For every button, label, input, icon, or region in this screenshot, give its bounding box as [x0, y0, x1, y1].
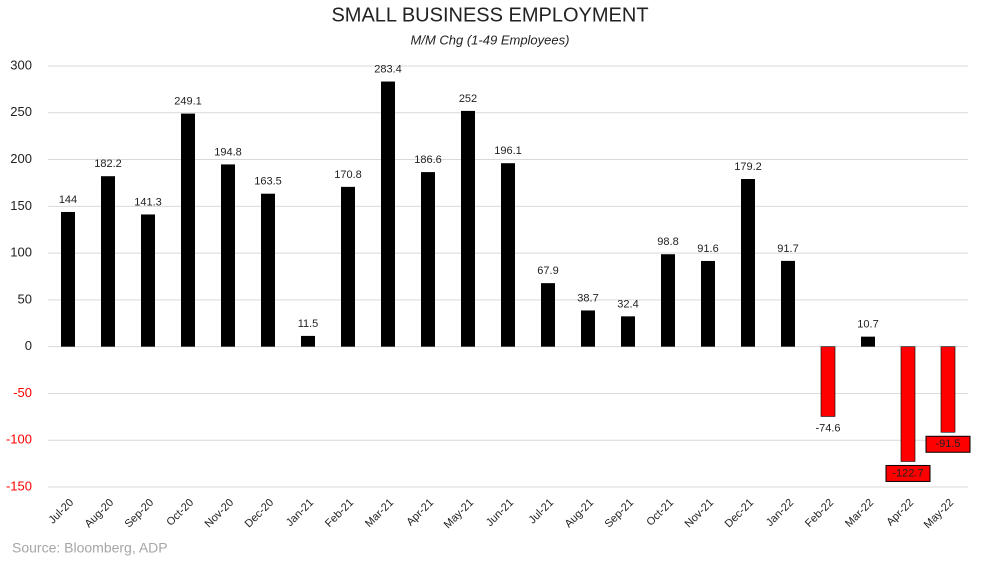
x-tick-label: Aug-21: [563, 497, 597, 531]
value-label: 194.8: [214, 146, 242, 158]
y-tick-label: 100: [10, 245, 32, 260]
x-tick-label: Nov-21: [683, 497, 717, 531]
bar: [621, 316, 635, 347]
x-tick-label: Dec-21: [723, 497, 757, 531]
bar: [141, 214, 155, 347]
value-label: 249.1: [174, 96, 202, 108]
value-label: 10.7: [857, 319, 878, 331]
value-label: 98.8: [657, 236, 678, 248]
bar: [861, 336, 875, 347]
bar: [461, 110, 475, 347]
bar: [61, 211, 75, 347]
bar: [101, 176, 115, 347]
value-label: 91.7: [777, 243, 798, 255]
value-label: 32.4: [617, 298, 638, 310]
bar: [940, 346, 956, 433]
y-tick-label: -150: [6, 478, 32, 493]
bar: [661, 254, 675, 347]
bar: [301, 335, 315, 347]
y-tick-label: 0: [25, 338, 32, 353]
x-tick-label: Jan-21: [284, 497, 316, 529]
x-tick-label: Jul-21: [526, 497, 556, 527]
value-label: 283.4: [374, 63, 402, 75]
x-tick-label: May-22: [922, 497, 956, 531]
x-tick-label: Sep-21: [603, 497, 637, 531]
value-label: 182.2: [94, 158, 122, 170]
value-label: 144: [59, 194, 77, 206]
x-tick-label: Nov-20: [203, 497, 237, 531]
bar: [820, 346, 836, 417]
bar: [181, 113, 195, 347]
bar: [421, 172, 435, 347]
x-tick-label: Oct-21: [644, 497, 676, 529]
value-label: 141.3: [134, 196, 162, 208]
y-tick-label: 300: [10, 57, 32, 72]
x-tick-label: Jun-21: [484, 497, 516, 529]
y-tick-label: 250: [10, 104, 32, 119]
value-label: 252: [459, 93, 477, 105]
value-label: -91.5: [935, 438, 960, 450]
bar: [581, 310, 595, 347]
bar: [381, 81, 395, 347]
chart-title: SMALL BUSINESS EMPLOYMENT: [331, 4, 648, 26]
y-tick-label: 150: [10, 198, 32, 213]
y-tick-label: 200: [10, 151, 32, 166]
x-tick-label: Apr-22: [884, 497, 916, 529]
y-tick-label: -100: [6, 432, 32, 447]
bar: [261, 193, 275, 347]
value-label: 11.5: [298, 318, 319, 330]
value-label: 163.5: [254, 176, 282, 188]
value-label: 38.7: [577, 292, 598, 304]
x-tick-label: Sep-20: [123, 497, 157, 531]
x-tick-label: Dec-20: [243, 497, 277, 531]
bar: [900, 346, 916, 462]
x-tick-label: Mar-22: [843, 497, 876, 530]
x-tick-label: Feb-21: [323, 497, 356, 530]
x-tick-label: Oct-20: [164, 497, 196, 529]
x-tick-label: Jul-20: [46, 497, 76, 527]
value-label: 170.8: [334, 169, 362, 181]
y-tick-label: -50: [13, 385, 32, 400]
value-label: -122.7: [892, 467, 923, 479]
chart-subtitle: M/M Chg (1-49 Employees): [411, 32, 570, 47]
value-label: 186.6: [414, 154, 442, 166]
bar: [701, 260, 715, 347]
x-tick-label: May-21: [442, 497, 476, 531]
x-tick-label: Mar-21: [363, 497, 396, 530]
value-label: -74.6: [815, 422, 840, 434]
x-tick-label: Jan-22: [764, 497, 796, 529]
y-tick-label: 50: [18, 291, 32, 306]
label-box: [925, 435, 971, 453]
value-label: 91.6: [697, 243, 718, 255]
bar: [341, 186, 355, 347]
x-tick-label: Aug-20: [83, 497, 117, 531]
bar: [501, 163, 515, 347]
bar: [221, 164, 235, 347]
bar: [781, 260, 795, 347]
value-label: 67.9: [537, 265, 558, 277]
x-tick-label: Feb-22: [803, 497, 836, 530]
x-tick-label: Apr-21: [404, 497, 436, 529]
value-label: 196.1: [494, 145, 522, 157]
value-label: 179.2: [734, 161, 762, 173]
bar: [541, 283, 555, 347]
source: Source: Bloomberg, ADP: [12, 540, 168, 556]
label-box: [885, 464, 931, 482]
bar: [741, 179, 755, 347]
